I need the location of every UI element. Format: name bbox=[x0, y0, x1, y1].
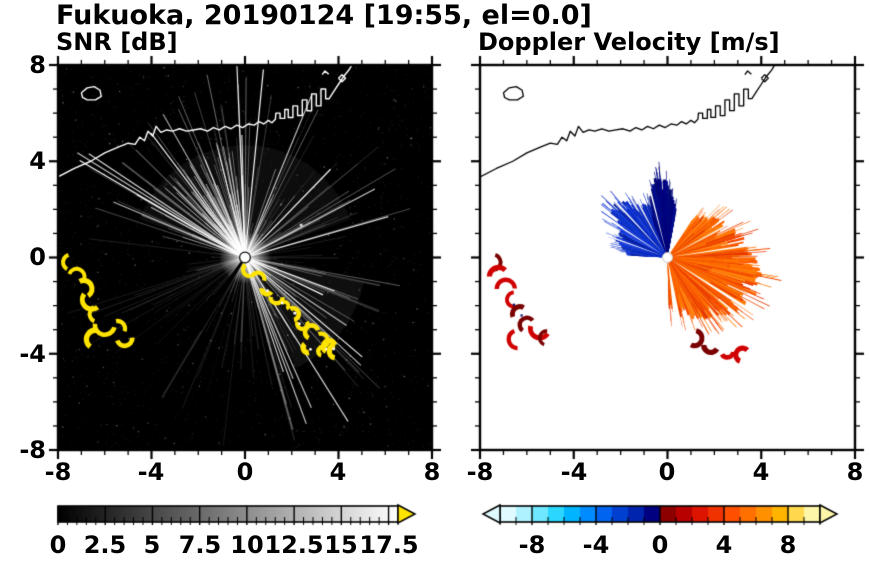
doppler-colorbar-label: 0 bbox=[651, 531, 669, 559]
doppler-x-tick-label: 4 bbox=[752, 458, 770, 486]
snr-x-tick-label: -8 bbox=[44, 458, 72, 486]
doppler-colorbar-label: 4 bbox=[715, 531, 733, 559]
snr-ppi-plot bbox=[43, 50, 447, 465]
snr-colorbar-label: 2.5 bbox=[83, 531, 127, 559]
snr-colorbar-label: 5 bbox=[143, 531, 161, 559]
y-tick-label: 4 bbox=[29, 147, 46, 175]
doppler-colorbar bbox=[460, 498, 860, 528]
doppler-ppi-plot bbox=[465, 50, 870, 465]
doppler-x-tick-label: -4 bbox=[560, 458, 588, 486]
y-tick-label: 0 bbox=[29, 243, 46, 271]
snr-colorbar-label: 12.5 bbox=[264, 531, 324, 559]
figure-title: Fukuoka, 20190124 [19:55, el=0.0] bbox=[56, 0, 592, 31]
doppler-x-tick-label: 8 bbox=[846, 458, 864, 486]
snr-x-tick-label: 0 bbox=[236, 458, 254, 486]
snr-colorbar-label: 7.5 bbox=[178, 531, 222, 559]
snr-x-tick-label: 4 bbox=[329, 458, 347, 486]
doppler-x-tick-label: -8 bbox=[466, 458, 494, 486]
snr-colorbar-label: 10 bbox=[230, 531, 264, 559]
y-tick-label: -8 bbox=[19, 436, 46, 464]
snr-colorbar-label: 15 bbox=[324, 531, 358, 559]
doppler-colorbar-label: -8 bbox=[518, 531, 546, 559]
snr-colorbar bbox=[50, 498, 430, 528]
snr-x-tick-label: 8 bbox=[423, 458, 441, 486]
y-tick-label: 8 bbox=[29, 51, 46, 79]
snr-x-tick-label: -4 bbox=[137, 458, 165, 486]
doppler-colorbar-label: 8 bbox=[779, 531, 797, 559]
snr-colorbar-label: 0 bbox=[49, 531, 67, 559]
doppler-x-tick-label: 0 bbox=[658, 458, 676, 486]
y-tick-label: -4 bbox=[19, 340, 46, 368]
doppler-colorbar-label: -4 bbox=[582, 531, 610, 559]
snr-colorbar-label: 17.5 bbox=[359, 531, 419, 559]
